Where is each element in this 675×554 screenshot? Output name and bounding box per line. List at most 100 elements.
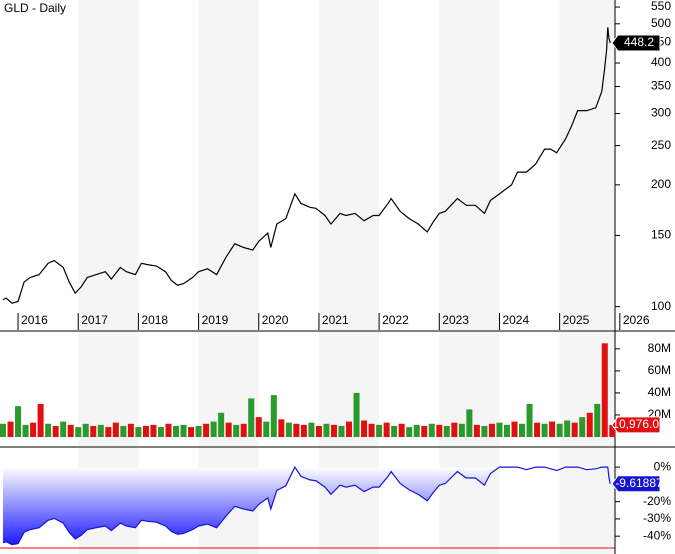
volume-bar bbox=[315, 425, 322, 437]
volume-bar bbox=[135, 427, 142, 437]
volume-bar bbox=[180, 424, 187, 437]
y-tick-label: -40% bbox=[643, 528, 671, 542]
volume-bar bbox=[526, 403, 533, 437]
drawdown-line bbox=[2, 465, 611, 546]
x-tick-label: 2020 bbox=[262, 313, 289, 327]
chart-title: GLD - Daily bbox=[4, 1, 66, 15]
volume-bar bbox=[263, 421, 270, 437]
volume-bar bbox=[511, 421, 518, 437]
volume-bar bbox=[413, 424, 420, 437]
y-tick-label: 60M bbox=[648, 363, 671, 377]
volume-bar bbox=[195, 425, 202, 437]
volume-bar bbox=[398, 423, 405, 437]
volume-bar bbox=[519, 423, 526, 437]
volume-bar bbox=[30, 422, 37, 437]
value-marker-label: 448.2 bbox=[624, 35, 654, 49]
volume-bar bbox=[218, 412, 225, 437]
y-tick-label: 550 bbox=[651, 0, 671, 13]
volume-bar bbox=[361, 420, 368, 437]
volume-bar bbox=[22, 424, 29, 437]
volume-bar bbox=[488, 423, 495, 437]
year-band bbox=[439, 448, 500, 554]
year-band bbox=[78, 0, 139, 330]
volume-bar bbox=[60, 421, 67, 437]
volume-bar bbox=[443, 425, 450, 437]
volume-bar bbox=[233, 424, 240, 437]
value-marker-label: 10,976.08 bbox=[612, 417, 666, 431]
volume-bar bbox=[556, 423, 563, 437]
volume-bar bbox=[45, 423, 52, 437]
volume-bar bbox=[458, 423, 465, 437]
y-tick-label: 250 bbox=[651, 138, 671, 152]
volume-bar bbox=[15, 406, 22, 437]
volume-bar bbox=[609, 424, 616, 437]
value-marker bbox=[611, 416, 661, 434]
volume-bar bbox=[308, 422, 315, 437]
y-tick-label: -30% bbox=[643, 511, 671, 525]
volume-bar bbox=[346, 421, 353, 437]
volume-bar bbox=[127, 423, 134, 437]
year-band bbox=[318, 0, 380, 330]
volume-bar bbox=[142, 425, 149, 437]
year-band bbox=[439, 0, 500, 330]
year-band bbox=[318, 448, 380, 554]
y-tick-label: 350 bbox=[651, 79, 671, 93]
volume-bar bbox=[496, 422, 503, 437]
volume-bar bbox=[7, 421, 14, 437]
y-tick-label: 80M bbox=[648, 341, 671, 355]
y-tick-label: 0% bbox=[654, 459, 672, 473]
x-tick-label: 2024 bbox=[502, 313, 529, 327]
volume-bar bbox=[203, 423, 210, 437]
y-tick-label: 100 bbox=[651, 299, 671, 313]
volume-bar bbox=[210, 421, 217, 437]
value-marker bbox=[611, 34, 661, 52]
volume-bar bbox=[594, 403, 601, 437]
drawdown-area bbox=[3, 467, 611, 545]
volume-bar bbox=[112, 422, 119, 437]
volume-bar bbox=[188, 427, 195, 437]
volume-bar bbox=[82, 423, 89, 437]
volume-bar bbox=[105, 427, 112, 437]
volume-bar bbox=[549, 421, 556, 437]
volume-bar bbox=[571, 422, 578, 437]
volume-bar bbox=[436, 424, 443, 437]
volume-bar bbox=[428, 423, 435, 437]
volume-bar bbox=[165, 423, 172, 437]
price-line bbox=[2, 27, 611, 304]
volume-bar bbox=[541, 423, 548, 437]
volume-bar bbox=[601, 343, 608, 437]
volume-bar bbox=[248, 398, 255, 437]
x-tick-label: 2023 bbox=[442, 313, 469, 327]
volume-bar bbox=[391, 425, 398, 437]
year-band bbox=[198, 0, 259, 330]
volume-bar bbox=[52, 425, 59, 437]
volume-bar bbox=[157, 427, 164, 437]
x-tick-label: 2016 bbox=[21, 313, 48, 327]
volume-bar bbox=[90, 425, 97, 437]
volume-bar bbox=[564, 420, 571, 437]
volume-bar bbox=[75, 427, 82, 437]
y-tick-label: -20% bbox=[643, 494, 671, 508]
volume-bar bbox=[285, 422, 292, 437]
volume-bar bbox=[451, 422, 458, 437]
volume-bar bbox=[240, 423, 247, 437]
volume-bar bbox=[330, 424, 337, 437]
y-tick-label: 300 bbox=[651, 106, 671, 120]
volume-bar bbox=[270, 395, 277, 437]
volume-bar bbox=[383, 422, 390, 437]
volume-bar bbox=[150, 424, 157, 437]
volume-bar bbox=[579, 417, 586, 437]
x-tick-label: 2022 bbox=[382, 313, 409, 327]
y-tick-label: 150 bbox=[651, 228, 671, 242]
volume-bar bbox=[0, 423, 7, 437]
volume-bar bbox=[338, 425, 345, 437]
x-tick-label: 2026 bbox=[623, 313, 650, 327]
y-tick-label: 400 bbox=[651, 55, 671, 69]
volume-bar bbox=[406, 427, 413, 437]
x-tick-label: 2018 bbox=[141, 313, 168, 327]
volume-bar bbox=[421, 425, 428, 437]
volume-bar bbox=[481, 425, 488, 437]
volume-bar bbox=[466, 409, 473, 437]
